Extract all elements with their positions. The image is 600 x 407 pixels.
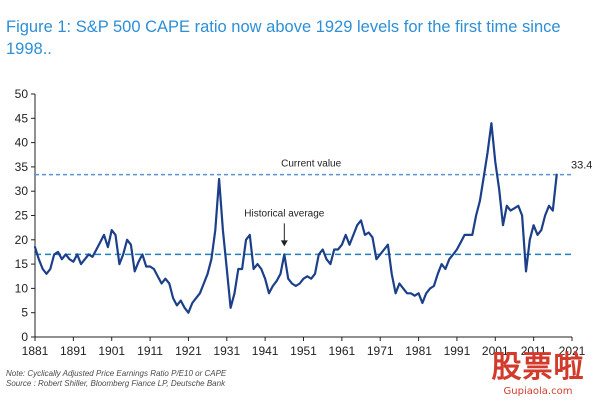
- series-group: [33, 122, 558, 314]
- y-tick-label: 5: [21, 306, 28, 320]
- chart-axes: 0 5 10 15 20 25 30 35 40 45 50 1881 1891 1901 1911 1921…: [15, 87, 586, 358]
- x-tick-label: 1941: [252, 344, 279, 358]
- figure-title: Figure 1: S&P 500 CAPE ratio now above 1…: [6, 18, 561, 58]
- y-tick-label: 0: [21, 330, 28, 344]
- x-tick-label: 1971: [367, 344, 394, 358]
- y-tick-label: 45: [15, 111, 29, 125]
- x-tick-label: 1881: [22, 344, 49, 358]
- current-value-annotation: Current value: [281, 159, 341, 170]
- y-tick-label: 30: [15, 184, 29, 198]
- x-tick-label: 1911: [137, 344, 163, 358]
- x-tick-label: 1991: [444, 344, 471, 358]
- watermark-logo: 股票啦 Gupiaola.com: [482, 350, 594, 398]
- reference-lines: 33.4: [35, 160, 592, 256]
- y-tick-label: 20: [15, 233, 29, 247]
- current-value-label: 33.4: [571, 160, 592, 172]
- x-tick-label: 2011: [521, 344, 547, 358]
- x-tick-label: 1961: [329, 344, 356, 358]
- source-text: Source : Robert Shiller, Bloomberg Fianc…: [6, 379, 226, 388]
- x-tick-label: 2001: [482, 344, 509, 358]
- y-tick-label: 40: [15, 136, 29, 150]
- x-tick-label: 1891: [60, 344, 87, 358]
- x-tick-label: 1931: [213, 344, 240, 358]
- x-tick-label: 1921: [175, 344, 202, 358]
- x-tick-label: 1981: [405, 344, 432, 358]
- x-tick-label: 1901: [98, 344, 125, 358]
- y-tick-label: 15: [15, 257, 29, 271]
- y-tick-label: 10: [15, 281, 29, 295]
- x-tick-label: 2021: [559, 344, 586, 358]
- annotation-arrow-head: [280, 240, 288, 247]
- watermark-chars: 股票啦: [491, 350, 585, 385]
- y-tick-label: 35: [15, 160, 29, 174]
- y-tick-label: 25: [15, 209, 29, 223]
- watermark-domain: Gupiaola.com: [503, 386, 573, 397]
- cape-series-line: [33, 122, 558, 314]
- x-tick-label: 1951: [290, 344, 317, 358]
- chart-notes: Note: Cyclically Adjusted Price Earnings…: [6, 369, 226, 389]
- y-tick-label: 50: [15, 87, 29, 101]
- note-text: Note: Cyclically Adjusted Price Earnings…: [6, 369, 227, 378]
- annotations: Historical average Current value: [244, 159, 342, 247]
- historical-average-label: Historical average: [244, 208, 324, 219]
